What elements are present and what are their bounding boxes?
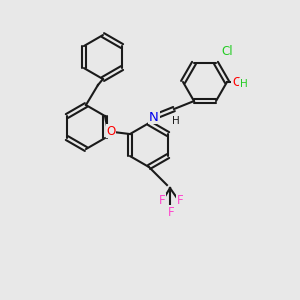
Text: O: O [232,76,241,88]
Text: Cl: Cl [221,45,232,58]
Text: N: N [149,111,159,124]
Text: F: F [168,206,174,219]
Text: O: O [106,124,116,138]
Text: H: H [240,79,248,89]
Text: H: H [172,116,180,126]
Text: F: F [159,194,165,207]
Text: F: F [177,194,183,207]
